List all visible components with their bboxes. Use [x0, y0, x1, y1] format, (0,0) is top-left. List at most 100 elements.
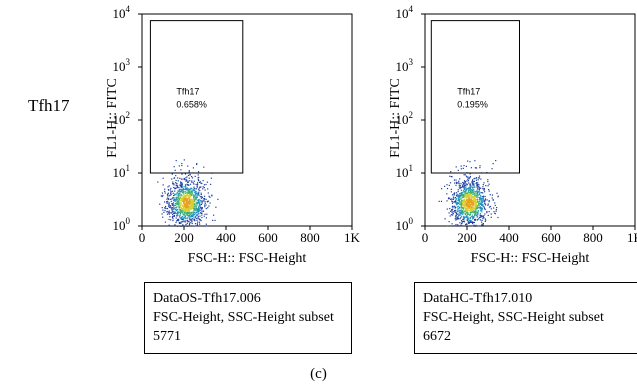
event-dot: [194, 197, 197, 199]
event-dot: [172, 202, 174, 204]
event-dot: [196, 210, 198, 213]
event-dot: [191, 193, 193, 195]
event-dot: [181, 191, 183, 193]
event-dot: [454, 225, 456, 227]
event-dot: [451, 211, 453, 213]
event-dot: [185, 177, 187, 179]
event-dot: [173, 183, 175, 185]
event-dot: [189, 200, 191, 202]
event-dot: [194, 213, 196, 215]
event-dot: [195, 215, 197, 217]
event-dot: [172, 181, 174, 183]
event-dot: [454, 200, 457, 202]
event-dot: [180, 193, 182, 196]
event-dot: [456, 218, 458, 220]
event-dot: [177, 225, 179, 227]
event-dot: [479, 191, 481, 193]
event-dot: [464, 182, 466, 184]
event-dot: [182, 208, 184, 210]
event-dot: [185, 186, 187, 188]
event-dot: [180, 183, 182, 185]
event-dot: [465, 165, 467, 167]
event-dot: [459, 194, 461, 196]
event-dot: [166, 195, 169, 197]
event-dot: [470, 206, 473, 209]
event-dot: [203, 187, 205, 189]
event-dot: [484, 203, 486, 205]
event-dot: [460, 208, 462, 210]
event-dot: [449, 208, 451, 210]
event-dot: [197, 208, 199, 210]
event-dot: [475, 212, 477, 214]
event-dot: [472, 191, 474, 193]
event-dot: [480, 207, 482, 209]
event-dot: [177, 203, 179, 205]
event-dot: [467, 197, 469, 199]
event-dot: [179, 205, 181, 207]
event-dot: [464, 203, 466, 205]
event-dot: [181, 182, 183, 184]
event-dot: [176, 206, 178, 208]
event-dot: [194, 205, 197, 207]
event-dot: [457, 199, 459, 202]
event-dot: [463, 217, 465, 219]
event-dot: [449, 175, 451, 177]
event-dot: [466, 210, 468, 212]
event-dot: [460, 203, 462, 205]
event-dot: [211, 194, 213, 196]
event-dot: [191, 220, 193, 222]
event-dot: [478, 217, 481, 219]
event-dot: [458, 213, 460, 215]
event-dot: [494, 202, 496, 204]
event-dot: [471, 196, 473, 198]
event-dot: [196, 185, 198, 187]
event-dot: [185, 193, 188, 195]
event-dot: [175, 210, 177, 212]
event-dot: [196, 213, 198, 215]
event-dot: [188, 220, 190, 222]
event-dot: [169, 189, 172, 191]
event-dot: [193, 205, 195, 207]
event-dot: [455, 199, 457, 201]
event-dot: [472, 208, 474, 210]
event-dot: [468, 213, 470, 215]
event-dot: [458, 194, 460, 197]
event-dot: [477, 187, 479, 189]
event-dot: [205, 208, 207, 210]
event-dot: [174, 169, 176, 171]
event-dot: [205, 223, 207, 225]
event-dot: [458, 202, 460, 204]
event-dot: [177, 220, 180, 222]
event-dot: [455, 206, 457, 208]
event-dot: [466, 206, 468, 208]
event-dot: [461, 199, 463, 201]
event-dot: [464, 195, 466, 197]
event-dot: [458, 199, 460, 201]
event-dot: [190, 211, 192, 213]
event-dot: [465, 192, 467, 194]
event-dot: [485, 219, 487, 221]
event-dot: [474, 214, 476, 216]
event-dot: [182, 200, 184, 203]
event-dot: [179, 222, 181, 224]
event-dot: [461, 210, 463, 212]
x-tick-label: 400: [216, 230, 236, 245]
event-dot: [482, 224, 484, 226]
event-dot: [473, 203, 475, 205]
event-dot: [167, 189, 169, 191]
event-dot: [204, 189, 206, 191]
event-dot: [462, 167, 464, 169]
event-dot: [481, 199, 483, 201]
event-dot: [198, 187, 200, 189]
event-dot: [460, 210, 463, 212]
event-dot: [473, 195, 475, 197]
event-dot: [470, 220, 472, 223]
event-dot: [191, 203, 193, 205]
event-dot: [198, 189, 200, 191]
event-dot: [482, 206, 484, 208]
event-dot: [203, 184, 205, 186]
event-dot: [183, 195, 185, 198]
event-dot: [175, 187, 177, 189]
event-dot: [466, 219, 468, 221]
event-dot: [157, 181, 159, 183]
